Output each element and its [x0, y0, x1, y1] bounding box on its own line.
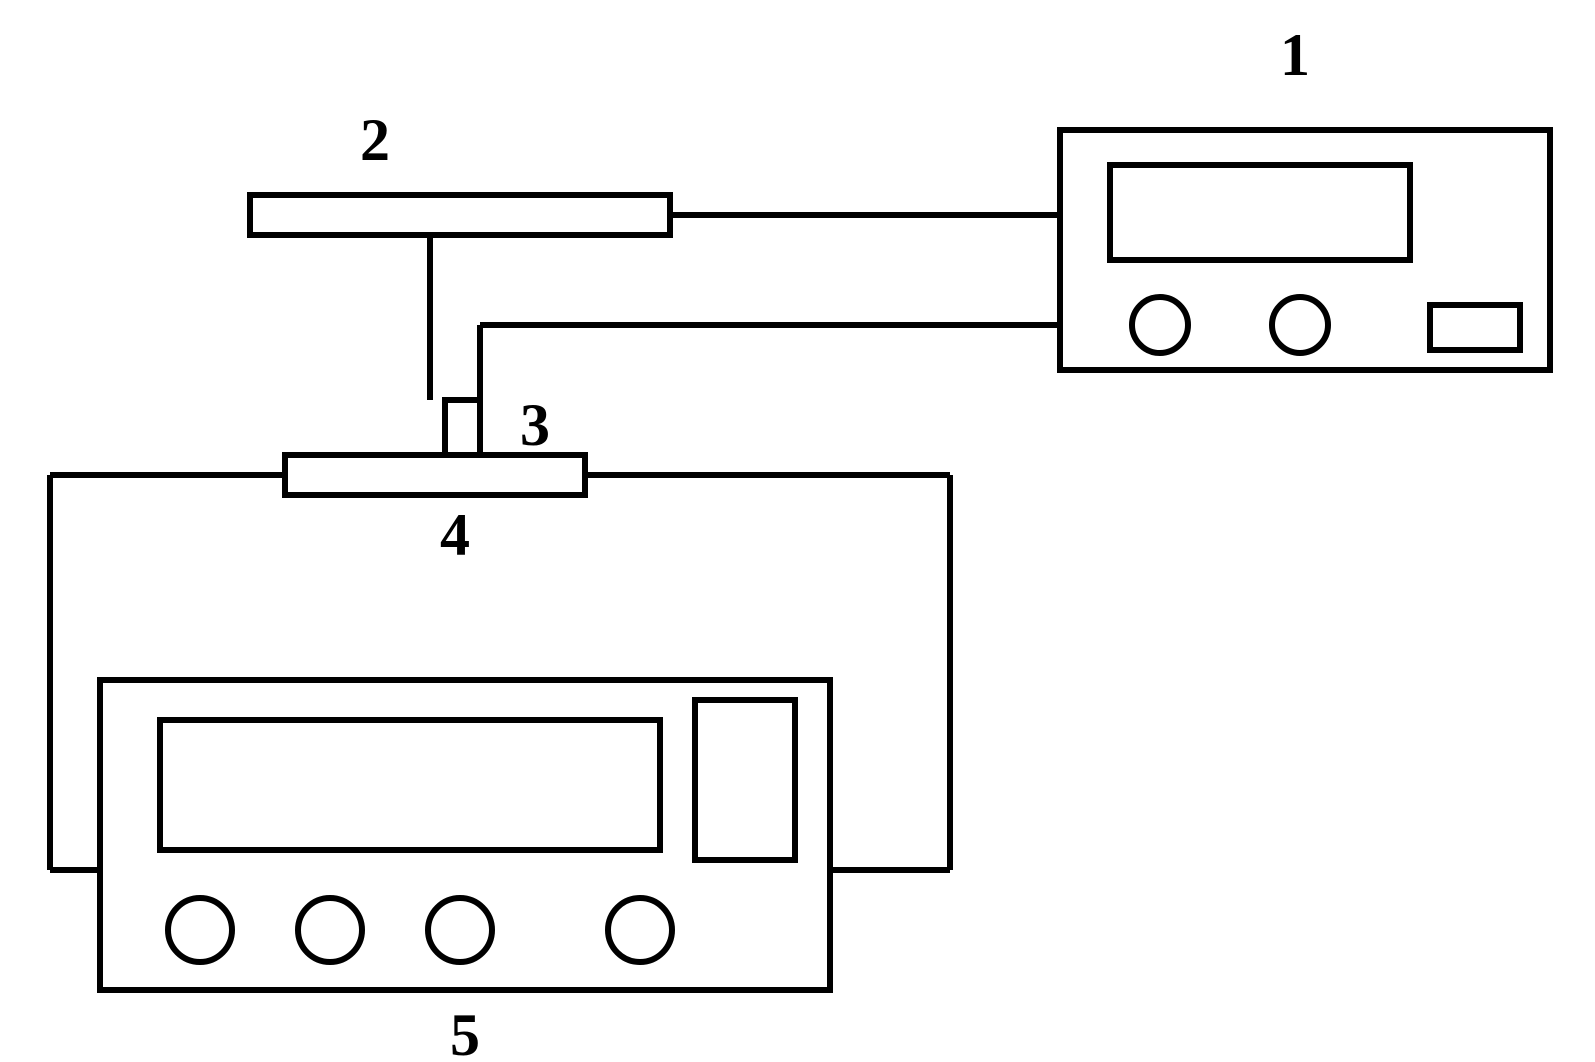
device-5-panel: [695, 700, 795, 860]
device-5-screen: [160, 720, 660, 850]
device-5-knob-2: [298, 898, 362, 962]
device-5-knob-4: [608, 898, 672, 962]
label-4: 4: [440, 502, 470, 568]
schematic-diagram: 1 2 3 4 5: [0, 0, 1595, 1062]
device-5-knob-3: [428, 898, 492, 962]
label-3: 3: [520, 392, 550, 458]
label-5: 5: [450, 1002, 480, 1062]
device-5-knob-1: [168, 898, 232, 962]
block-3: [445, 400, 480, 455]
device-1-knob-2: [1272, 297, 1328, 353]
device-1-screen: [1110, 165, 1410, 260]
device-1-knob-1: [1132, 297, 1188, 353]
bar-2: [250, 195, 670, 235]
device-1-button: [1430, 305, 1520, 350]
bar-4: [285, 455, 585, 495]
label-1: 1: [1280, 22, 1310, 88]
label-2: 2: [360, 107, 390, 173]
